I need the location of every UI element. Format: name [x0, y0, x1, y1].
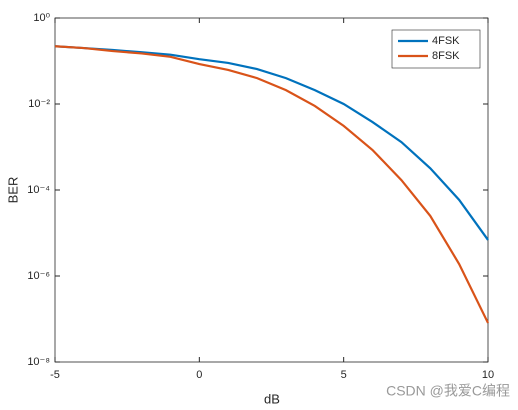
- watermark: CSDN @我爱C编程: [386, 383, 510, 399]
- x-tick-label: 5: [341, 369, 347, 381]
- series-line: [54, 45, 489, 241]
- y-axis-label: BER: [5, 177, 20, 204]
- y-tick-label: 10⁻⁸: [27, 356, 50, 368]
- y-tick-label: 10⁻⁶: [27, 270, 50, 282]
- plot-area: [54, 17, 489, 363]
- y-tick-label: 10⁻²: [28, 98, 50, 110]
- x-axis-label: dB: [264, 391, 280, 406]
- x-tick-label: 0: [196, 369, 202, 381]
- y-tick-label: 10⁻⁴: [27, 184, 50, 196]
- legend-label: 4FSK: [432, 35, 460, 47]
- x-tick-label: -5: [50, 369, 60, 381]
- legend-label: 8FSK: [432, 50, 460, 62]
- series-line: [54, 45, 489, 324]
- legend-box: [391, 29, 481, 69]
- x-tick-label: 10: [482, 369, 494, 381]
- y-tick-label: 10⁰: [33, 12, 50, 24]
